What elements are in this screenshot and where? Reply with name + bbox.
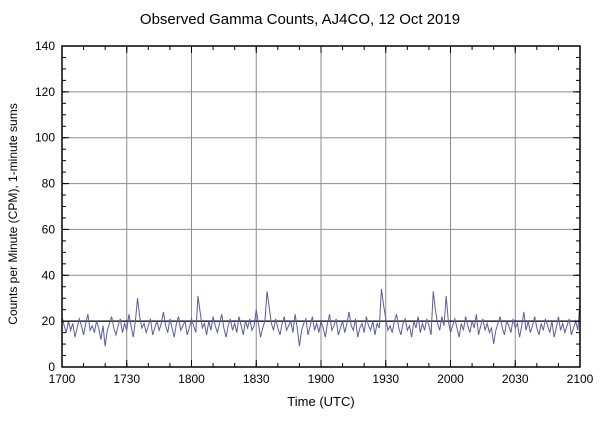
plot-border [61,45,581,368]
y-tick-label: 120 [35,85,55,99]
x-tick-label: 1930 [372,372,399,386]
y-tick-label: 100 [35,131,55,145]
gamma-counts-line [61,288,581,347]
x-axis-label: Time (UTC) [287,394,355,409]
x-tick-label: 1900 [308,372,335,386]
x-tick-label: 1800 [178,372,205,386]
y-tick-label: 20 [42,314,56,328]
x-tick-label: 2030 [502,372,529,386]
x-tick-label: 2000 [437,372,464,386]
x-tick-label: 1830 [243,372,270,386]
x-tick-label: 2100 [567,372,594,386]
chart-title: Observed Gamma Counts, AJ4CO, 12 Oct 201… [139,11,461,28]
y-axis-label: Counts per Minute (CPM), 1-minute sums [6,103,20,325]
y-tick-label: 60 [42,222,56,236]
y-tick-label: 80 [42,177,56,191]
y-tick-label: 140 [35,39,55,53]
x-tick-label: 1730 [113,372,140,386]
y-tick-label: 0 [48,360,55,374]
x-tick-label: 1700 [49,372,76,386]
y-tick-label: 40 [42,268,56,282]
